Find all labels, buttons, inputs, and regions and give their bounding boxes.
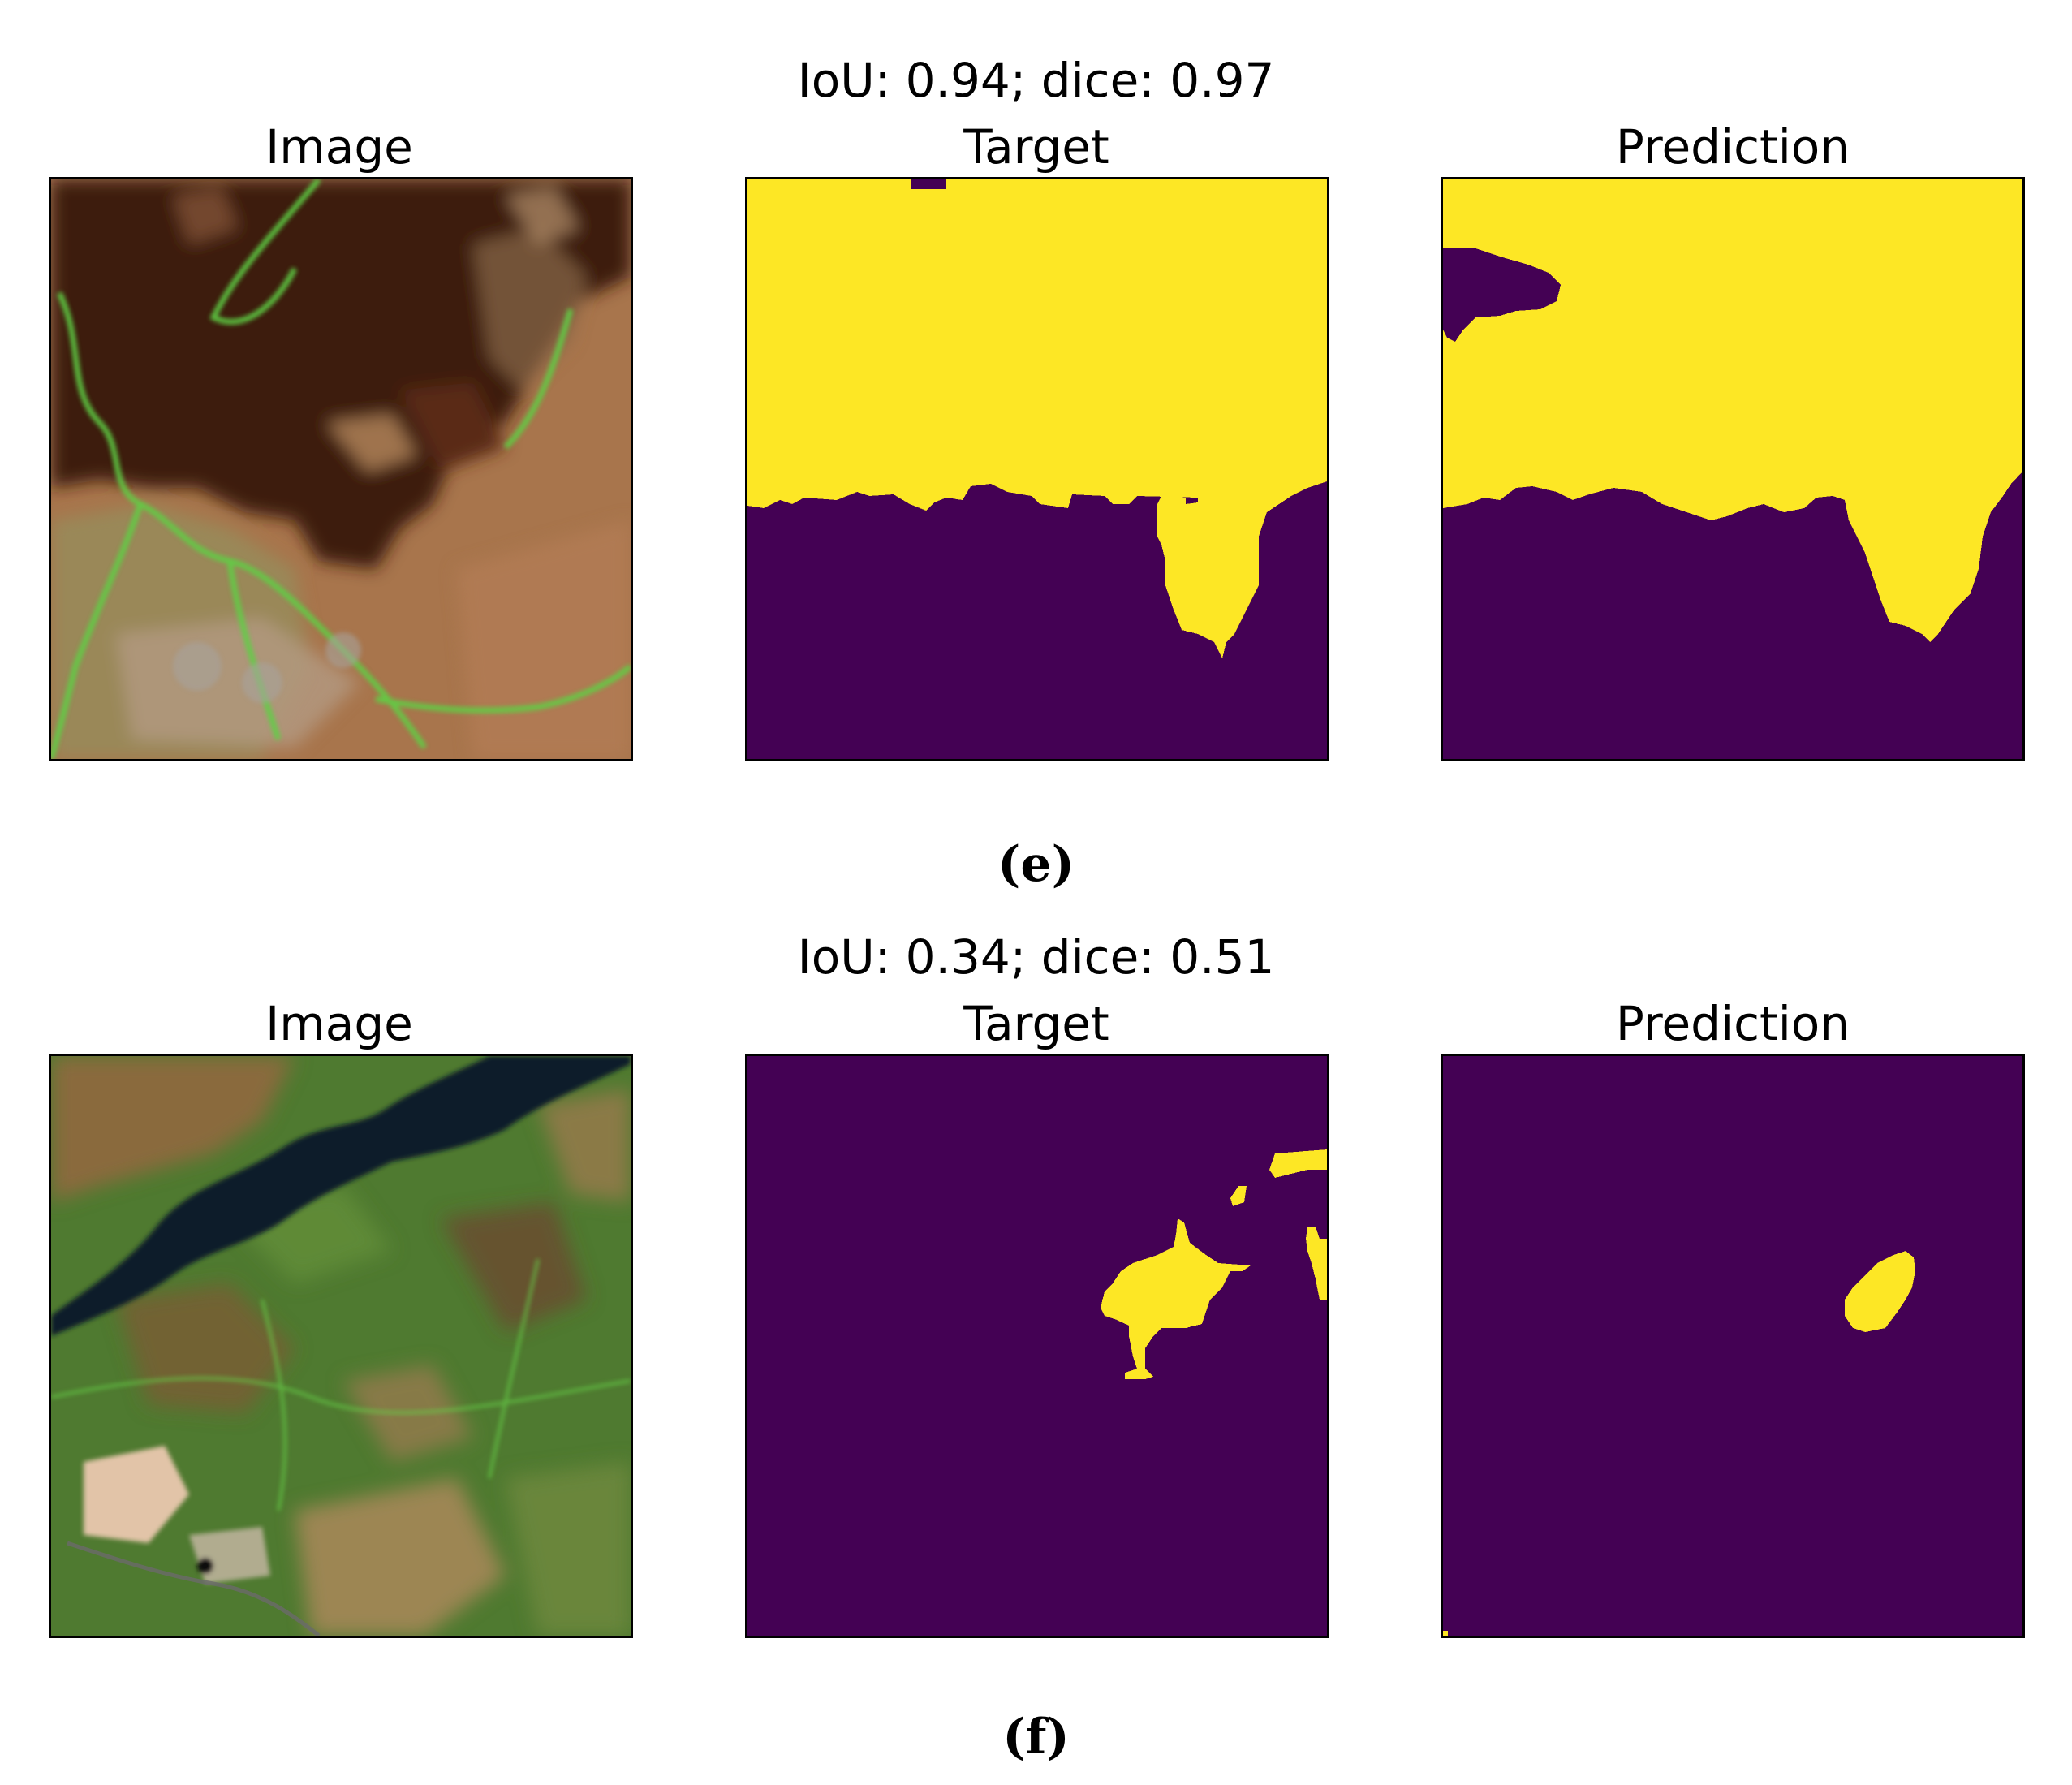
suptitle-e: IoU: 0.94; dice: 0.97 [797, 53, 1275, 108]
prediction-mask-e [1441, 177, 2025, 761]
satellite-image-e [49, 177, 633, 761]
caption-e: (e) [997, 836, 1075, 893]
satellite-image-f [49, 1054, 633, 1638]
prediction-mask-f [1441, 1054, 2025, 1638]
suptitle-f: IoU: 0.34; dice: 0.51 [797, 929, 1275, 985]
panel-title-image-f: Image [265, 996, 413, 1051]
panel-title-prediction-f: Prediction [1615, 996, 1850, 1051]
panel-title-target-f: Target [963, 996, 1109, 1051]
satellite-image-f-graphic [51, 1056, 631, 1636]
panel-title-prediction-e: Prediction [1615, 119, 1850, 175]
prediction-mask-e-graphic [1443, 179, 2022, 759]
satellite-image-e-graphic [51, 179, 631, 759]
panel-title-target-e: Target [963, 119, 1109, 175]
target-mask-e [745, 177, 1329, 761]
target-mask-e-graphic [747, 179, 1327, 759]
target-mask-f [745, 1054, 1329, 1638]
target-mask-f-graphic [747, 1056, 1327, 1636]
prediction-mask-f-graphic [1443, 1056, 2022, 1636]
panel-title-image-e: Image [265, 119, 413, 175]
caption-f: (f) [1002, 1709, 1070, 1766]
